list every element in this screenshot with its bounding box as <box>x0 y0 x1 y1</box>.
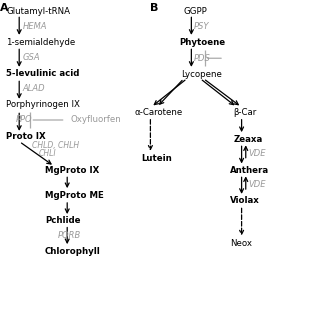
Text: Anthera: Anthera <box>230 166 269 175</box>
Text: GGPP: GGPP <box>184 7 208 16</box>
Text: Glutamyl-tRNA: Glutamyl-tRNA <box>6 7 70 16</box>
Text: α-Carotene: α-Carotene <box>134 108 183 117</box>
Text: Chlorophyll: Chlorophyll <box>45 247 100 256</box>
Text: β-Car: β-Car <box>234 108 257 117</box>
Text: GSA: GSA <box>22 53 40 62</box>
Text: A: A <box>0 3 9 13</box>
Text: Phytoene: Phytoene <box>179 38 225 47</box>
Text: VDE: VDE <box>248 149 266 158</box>
Text: Lycopene: Lycopene <box>181 70 222 79</box>
Text: Porphyrinogen IX: Porphyrinogen IX <box>6 100 80 109</box>
Text: PSY: PSY <box>194 22 209 31</box>
Text: 1-semialdehyde: 1-semialdehyde <box>6 38 76 47</box>
Text: CHLD, CHLH: CHLD, CHLH <box>32 141 79 150</box>
Text: Pchlide: Pchlide <box>45 216 80 225</box>
Text: CHLI: CHLI <box>38 149 56 158</box>
Text: Oxyfluorfen: Oxyfluorfen <box>70 116 121 124</box>
Text: PPO: PPO <box>16 116 33 124</box>
Text: HEMA: HEMA <box>22 22 47 31</box>
Text: Zeaxa: Zeaxa <box>234 135 263 144</box>
Text: VDE: VDE <box>248 180 266 189</box>
Text: MgProto IX: MgProto IX <box>45 166 99 175</box>
Text: PDS: PDS <box>194 54 211 63</box>
Text: Lutein: Lutein <box>141 154 172 163</box>
Text: Proto IX: Proto IX <box>6 132 46 141</box>
Text: 5-levulinic acid: 5-levulinic acid <box>6 69 80 78</box>
Text: Violax: Violax <box>230 196 260 205</box>
Text: PORB: PORB <box>58 231 81 240</box>
Text: Neox: Neox <box>230 239 252 248</box>
Text: ALAD: ALAD <box>22 84 45 93</box>
Text: MgProto ME: MgProto ME <box>45 191 104 200</box>
Text: B: B <box>150 3 159 13</box>
